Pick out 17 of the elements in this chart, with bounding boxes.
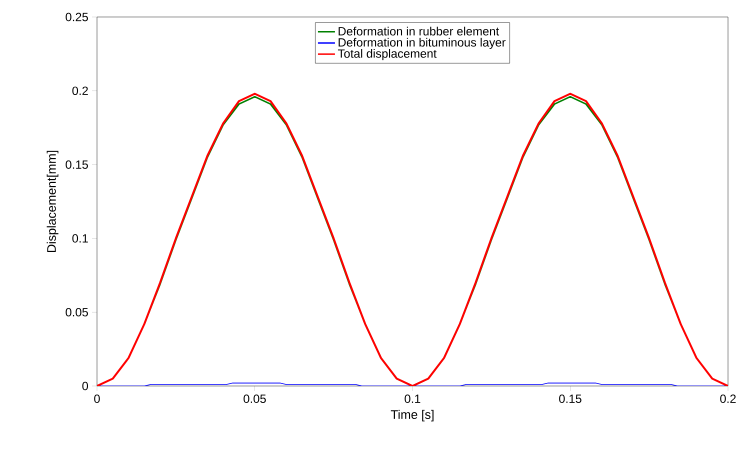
x-tick-label: 0.2	[720, 394, 736, 403]
y-tick-label: 0.15	[66, 160, 88, 169]
y-tick-label: 0.05	[66, 308, 88, 316]
legend-label: Deformation in bituminous layer	[338, 38, 506, 50]
x-tick-label: 0	[94, 394, 100, 403]
y-tick-label: 0	[82, 382, 88, 390]
x-tick-label: 0.1	[404, 394, 420, 403]
x-tick-label: 0.15	[559, 394, 582, 403]
y-tick-label: 0.25	[66, 12, 88, 22]
legend-label: Total displacement	[338, 49, 437, 60]
legend-label: Deformation in rubber element	[338, 26, 500, 36]
x-tick-label: 0.05	[244, 394, 266, 403]
y-tick-label: 0.1	[72, 234, 88, 243]
x-axis-title: Time [s]	[390, 410, 434, 422]
y-axis-title: Displacement[mm]	[46, 150, 58, 252]
y-tick-label: 0.2	[72, 86, 88, 96]
line-series	[97, 92, 728, 386]
